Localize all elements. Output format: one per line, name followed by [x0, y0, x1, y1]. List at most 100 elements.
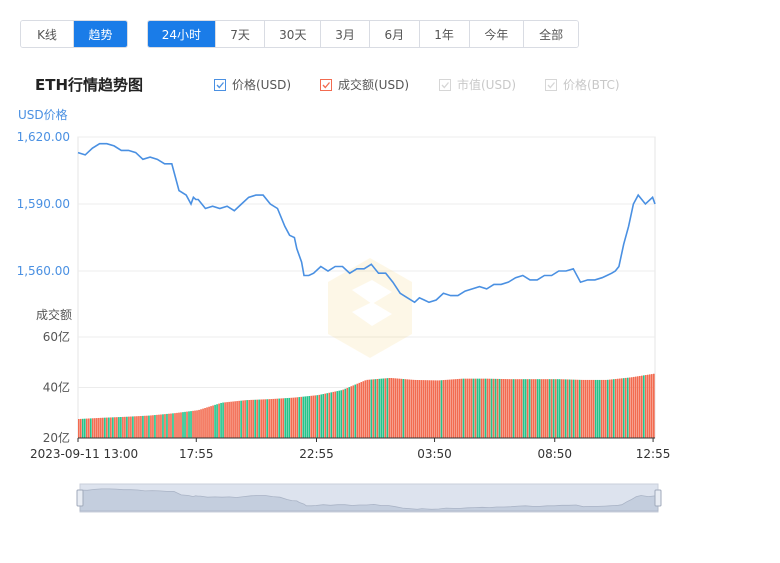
volume-bar: [162, 414, 164, 438]
volume-bar: [522, 379, 525, 438]
volume-bar: [384, 378, 387, 438]
tab-kline[interactable]: K线: [21, 21, 75, 47]
volume-bar: [232, 401, 234, 438]
volume-bar: [548, 379, 551, 438]
volume-bar: [596, 379, 599, 438]
volume-bar: [580, 379, 583, 438]
volume-bar: [540, 379, 543, 438]
volume-bar: [330, 392, 333, 438]
volume-bar: [210, 406, 212, 438]
volume-bar: [578, 379, 581, 438]
volume-bar: [98, 417, 100, 438]
volume-bar: [428, 380, 431, 438]
volume-bar: [168, 413, 170, 438]
range-all[interactable]: 全部: [524, 21, 578, 47]
volume-bar: [188, 411, 190, 438]
legend-price-usd[interactable]: 价格(USD): [214, 76, 291, 93]
volume-bar: [222, 402, 224, 438]
volume-bar: [582, 379, 585, 438]
volume-bar: [592, 379, 595, 438]
volume-bar: [526, 379, 529, 438]
volume-bar: [456, 379, 459, 438]
volume-bar: [604, 379, 607, 438]
range-3m[interactable]: 3月: [321, 21, 370, 47]
volume-bar: [402, 379, 405, 438]
volume-bar: [84, 418, 86, 438]
volume-bar: [400, 378, 403, 438]
volume-bar: [340, 390, 343, 438]
volume-bar: [214, 404, 216, 438]
volume-bar: [438, 380, 441, 438]
range-navigator[interactable]: [76, 483, 662, 513]
volume-bar: [226, 402, 228, 438]
volume-bar: [250, 399, 252, 438]
legend-price-btc[interactable]: 价格(BTC): [545, 76, 620, 93]
volume-bar: [170, 413, 172, 438]
volume-bar: [506, 379, 509, 438]
legend-volume-usd[interactable]: 成交额(USD): [320, 76, 409, 93]
volume-bar: [570, 379, 573, 438]
volume-bar: [646, 374, 649, 438]
volume-bar: [486, 378, 489, 438]
volume-bar: [260, 399, 262, 438]
checkbox-checked-icon: [320, 78, 332, 91]
range-7d[interactable]: 7天: [215, 21, 266, 47]
volume-bar: [408, 379, 411, 438]
volume-bar: [140, 416, 142, 438]
volume-bar: [282, 398, 284, 438]
volume-bar: [172, 413, 174, 438]
volume-bar: [138, 416, 140, 438]
volume-bar: [88, 418, 90, 438]
volume-bar: [308, 396, 311, 438]
x-tick-label: 03:50: [417, 447, 452, 461]
range-1y[interactable]: 1年: [419, 21, 470, 47]
volume-bar: [378, 378, 381, 438]
volume-bar: [576, 379, 579, 438]
volume-bar: [554, 379, 557, 438]
volume-bar: [422, 380, 425, 438]
volume-bar: [296, 397, 299, 438]
volume-bar: [398, 378, 401, 438]
volume-bar: [146, 415, 148, 438]
volume-bar: [616, 378, 619, 438]
range-24h[interactable]: 24小时: [148, 21, 216, 47]
volume-bar: [588, 379, 591, 438]
volume-bar: [536, 379, 539, 438]
volume-bar: [388, 377, 391, 438]
volume-bar: [650, 374, 653, 438]
volume-bar: [624, 377, 627, 438]
navigator-right-handle[interactable]: [654, 489, 662, 507]
checkbox-checked-icon: [214, 78, 226, 91]
volume-bar: [562, 379, 565, 438]
volume-bar: [190, 411, 192, 438]
volume-bar: [454, 379, 457, 438]
volume-bar: [466, 378, 469, 438]
volume-bar: [120, 417, 122, 438]
price-line: [77, 142, 656, 304]
volume-bar: [550, 379, 553, 438]
volume-bar: [96, 418, 98, 438]
volume-bar: [494, 378, 497, 438]
volume-bar: [178, 412, 180, 438]
range-ytd[interactable]: 今年: [469, 21, 525, 47]
navigator-left-handle[interactable]: [76, 489, 84, 507]
range-30d[interactable]: 30天: [265, 21, 322, 47]
volume-bar: [628, 377, 631, 438]
tab-trend[interactable]: 趋势: [74, 21, 127, 47]
volume-bar: [566, 379, 569, 438]
legend-marketcap-usd[interactable]: 市值(USD): [439, 76, 516, 93]
volume-bar: [470, 378, 473, 438]
volume-bar: [86, 418, 88, 438]
range-6m[interactable]: 6月: [369, 21, 420, 47]
volume-bar: [124, 416, 126, 438]
volume-bar: [104, 417, 106, 438]
volume-bar: [208, 406, 210, 438]
volume-bar: [128, 416, 130, 438]
volume-bar: [94, 418, 96, 438]
volume-bar: [80, 418, 82, 438]
volume-bar: [240, 400, 242, 438]
volume-bar: [508, 379, 511, 438]
volume-bar: [314, 395, 317, 438]
volume-bar: [442, 380, 445, 438]
